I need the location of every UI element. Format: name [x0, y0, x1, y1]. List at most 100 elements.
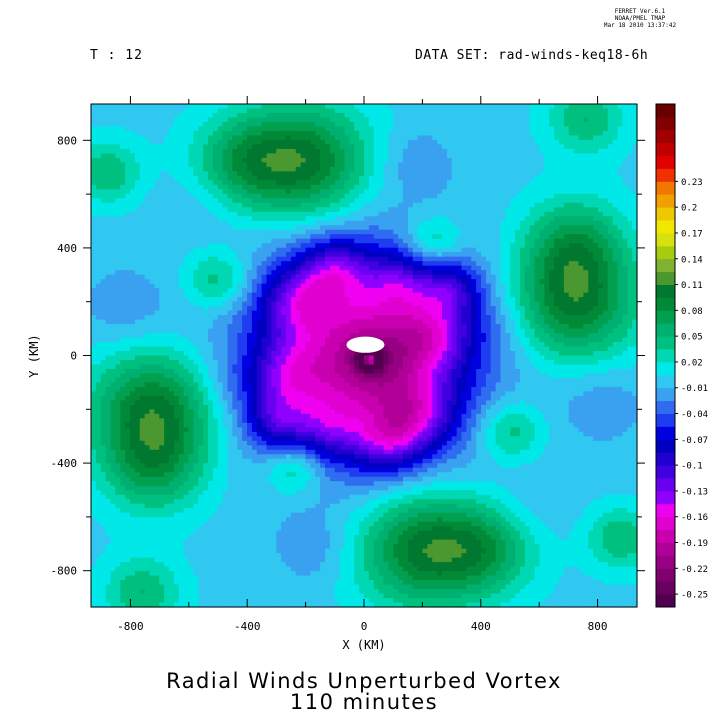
heatmap-cell [505, 193, 511, 199]
heatmap-cell [183, 166, 190, 172]
heatmap-cell [334, 252, 341, 258]
heatmap-cell [251, 162, 258, 168]
heatmap-cell [276, 171, 282, 177]
heatmap-cell [359, 139, 365, 146]
heatmap-cell [159, 112, 165, 119]
heatmap-cell [495, 207, 502, 213]
heatmap-cell [173, 193, 180, 199]
heatmap-cell [476, 104, 482, 110]
heatmap-cell [149, 247, 155, 253]
heatmap-cell [261, 225, 268, 231]
heatmap-cell [563, 256, 570, 262]
heatmap-cell [622, 274, 628, 280]
heatmap-cell [266, 288, 272, 294]
heatmap-cell [115, 162, 121, 168]
heatmap-cell [208, 225, 214, 231]
heatmap-cell [549, 238, 555, 244]
heatmap-cell [276, 297, 282, 303]
heatmap-cell [549, 297, 555, 303]
heatmap-cell [315, 225, 321, 231]
heatmap-cell [364, 292, 370, 298]
heatmap-cell [188, 126, 194, 132]
heatmap-cell [329, 247, 336, 253]
heatmap-cell [276, 234, 282, 240]
heatmap-cell [461, 121, 467, 128]
heatmap-cell [373, 198, 380, 204]
heatmap-cell [364, 184, 370, 190]
heatmap-cell [456, 117, 463, 123]
heatmap-cell [237, 153, 243, 159]
heatmap-cell [266, 104, 272, 110]
heatmap-cell [515, 135, 521, 141]
heatmap-cell [222, 112, 229, 119]
heatmap-cell [95, 238, 102, 244]
heatmap-cell [134, 121, 141, 128]
heatmap-cell [237, 130, 243, 137]
heatmap-cell [178, 243, 185, 249]
heatmap-cell [261, 216, 268, 222]
heatmap-cell [290, 261, 297, 267]
heatmap-cell [393, 256, 399, 262]
heatmap-cell [164, 297, 170, 303]
heatmap-cell [417, 153, 424, 159]
heatmap-cell [446, 171, 453, 177]
heatmap-cell [115, 135, 121, 141]
heatmap-cell [242, 216, 248, 222]
heatmap-cell [222, 117, 229, 123]
heatmap-cell [403, 198, 409, 204]
heatmap-cell [222, 153, 229, 159]
heatmap-cell [554, 288, 560, 294]
heatmap-cell [495, 198, 502, 204]
heatmap-cell [505, 283, 511, 289]
heatmap-cell [261, 121, 268, 128]
heatmap-cell [602, 171, 609, 177]
heatmap-cell [310, 180, 316, 186]
heatmap-cell [120, 193, 126, 199]
heatmap-cell [320, 256, 326, 262]
heatmap-cell [417, 112, 424, 119]
heatmap-cell [598, 207, 604, 213]
heatmap-cell [178, 238, 185, 244]
heatmap-cell [315, 126, 321, 132]
heatmap-cell [417, 117, 424, 123]
heatmap-cell [120, 238, 126, 244]
heatmap-cell [593, 292, 599, 298]
heatmap-cell [251, 198, 258, 204]
heatmap-cell [125, 166, 131, 172]
heatmap-cell [271, 270, 277, 276]
heatmap-cell [534, 202, 541, 208]
heatmap-cell [393, 220, 399, 226]
heatmap-cell [110, 238, 116, 244]
heatmap-cell [217, 162, 224, 168]
heatmap-cell [222, 292, 229, 298]
heatmap-cell [203, 247, 209, 253]
heatmap-cell [432, 265, 438, 271]
heatmap-cell [432, 207, 438, 213]
heatmap-cell [403, 265, 409, 271]
heatmap-cell [247, 279, 253, 285]
heatmap-cell [476, 252, 482, 258]
heatmap-cell [217, 229, 224, 235]
heatmap-cell [349, 238, 355, 244]
heatmap-cell [159, 157, 165, 163]
heatmap-cell [554, 216, 560, 222]
heatmap-cell [446, 180, 453, 186]
heatmap-cell [193, 292, 199, 298]
heatmap-cell [222, 166, 229, 172]
heatmap-cell [339, 288, 346, 294]
heatmap-cell [476, 283, 482, 289]
heatmap-cell [310, 144, 316, 150]
heatmap-cell [193, 270, 199, 276]
heatmap-cell [520, 207, 526, 213]
heatmap-cell [471, 202, 477, 208]
heatmap-cell [422, 121, 428, 128]
heatmap-cell [383, 229, 389, 235]
heatmap-cell [490, 108, 497, 114]
heatmap-cell [339, 175, 346, 181]
heatmap-cell [349, 157, 355, 163]
heatmap-cell [583, 135, 589, 141]
heatmap-cell [271, 104, 277, 110]
heatmap-cell [403, 274, 409, 280]
heatmap-cell [398, 126, 404, 132]
heatmap-cell [237, 144, 243, 150]
